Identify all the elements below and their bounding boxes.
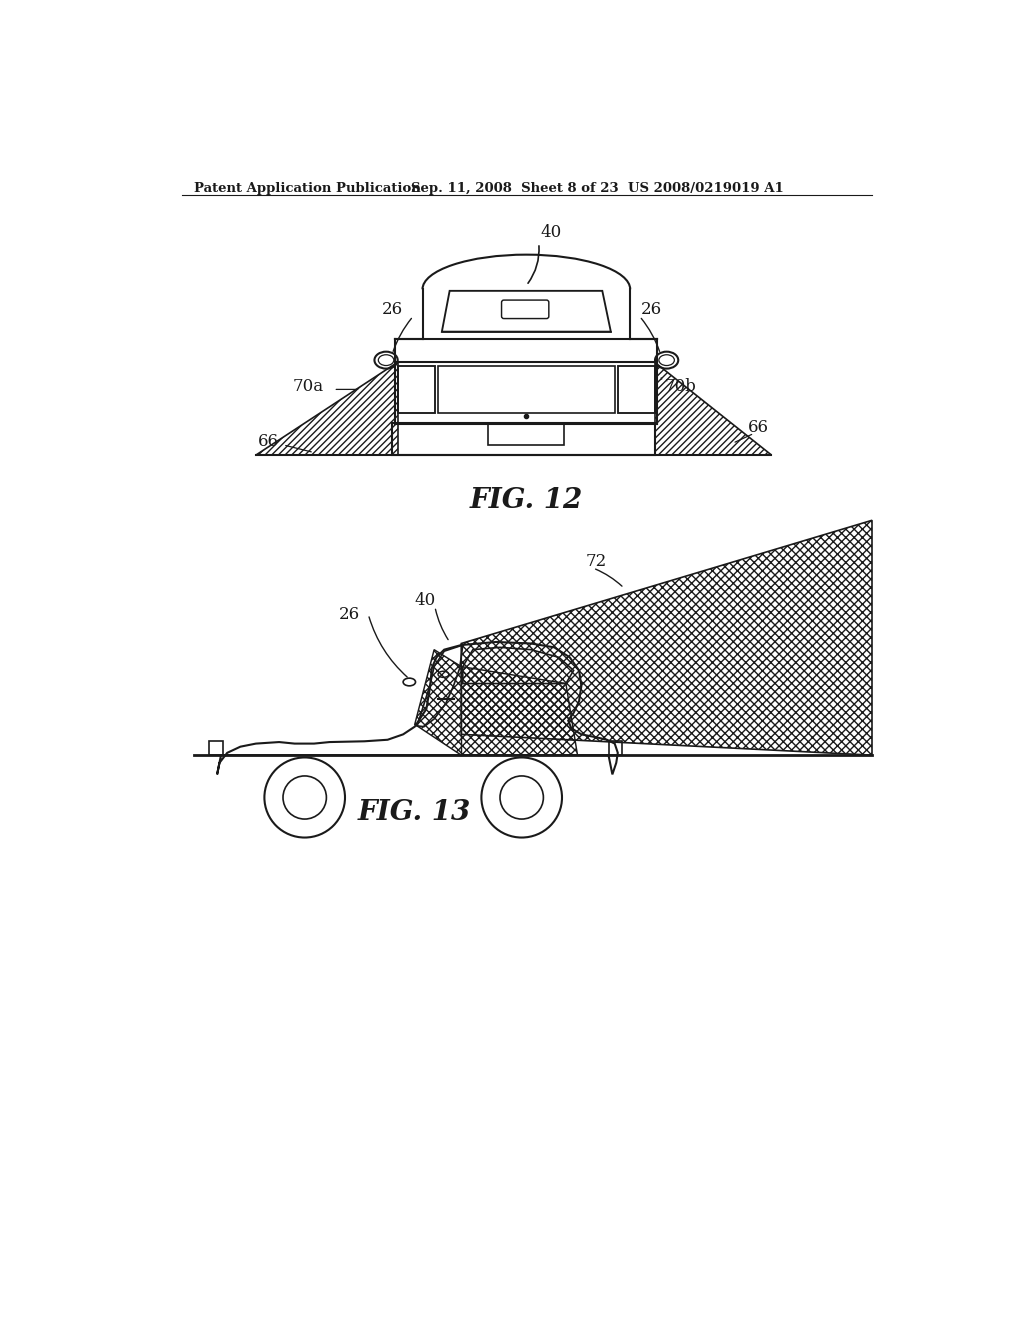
Text: 40: 40 (415, 591, 436, 609)
Text: US 2008/0219019 A1: US 2008/0219019 A1 (628, 182, 783, 194)
Text: 72: 72 (586, 553, 606, 570)
Text: 66: 66 (748, 418, 769, 436)
Text: 66: 66 (258, 433, 280, 450)
Bar (397, 366, 435, 412)
Bar (608, 742, 623, 755)
Text: Sep. 11, 2008  Sheet 8 of 23: Sep. 11, 2008 Sheet 8 of 23 (411, 182, 618, 194)
Bar (488, 424, 564, 445)
Text: 26: 26 (339, 606, 359, 623)
Text: 70b: 70b (665, 378, 696, 395)
Text: FIG. 13: FIG. 13 (358, 799, 471, 826)
Bar (438, 366, 614, 412)
Text: 26: 26 (382, 301, 403, 318)
Text: FIG. 12: FIG. 12 (470, 487, 583, 515)
Bar (209, 742, 223, 755)
Text: Patent Application Publication: Patent Application Publication (194, 182, 421, 194)
Text: 40: 40 (541, 224, 561, 240)
Text: 70a: 70a (292, 378, 324, 395)
Text: 26: 26 (641, 301, 663, 318)
Bar (617, 366, 655, 412)
